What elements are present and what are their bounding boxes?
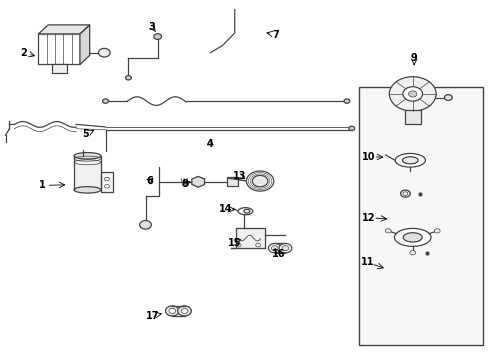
Circle shape (282, 246, 288, 251)
Polygon shape (191, 176, 204, 187)
Circle shape (388, 77, 435, 111)
Text: 11: 11 (360, 257, 373, 267)
Ellipse shape (74, 186, 101, 193)
Circle shape (177, 306, 191, 316)
Circle shape (165, 306, 179, 316)
Bar (358, 87, 483, 345)
Text: 10: 10 (361, 152, 375, 162)
Circle shape (407, 91, 416, 97)
Circle shape (343, 99, 349, 103)
Bar (404, 110, 420, 124)
Circle shape (271, 246, 278, 251)
Circle shape (168, 309, 175, 314)
Bar (227, 177, 238, 186)
Text: 13: 13 (232, 171, 246, 181)
Polygon shape (39, 25, 89, 34)
Bar (101, 172, 113, 192)
Ellipse shape (74, 153, 101, 159)
Circle shape (125, 76, 131, 80)
Circle shape (98, 48, 110, 57)
Circle shape (400, 190, 409, 197)
Text: 7: 7 (272, 30, 279, 40)
Text: 4: 4 (206, 139, 213, 149)
Circle shape (236, 243, 241, 247)
Ellipse shape (403, 233, 421, 242)
Circle shape (268, 243, 281, 253)
Circle shape (181, 309, 187, 314)
Circle shape (444, 95, 451, 100)
Circle shape (102, 99, 108, 103)
Bar (52, 64, 66, 73)
Circle shape (385, 229, 390, 233)
Text: 2: 2 (20, 48, 27, 58)
Text: 1: 1 (39, 180, 45, 190)
Bar (74, 156, 101, 190)
Text: 12: 12 (361, 213, 375, 222)
Circle shape (433, 229, 439, 233)
Circle shape (279, 243, 291, 253)
Circle shape (104, 177, 109, 181)
Text: 5: 5 (82, 129, 89, 139)
Circle shape (246, 171, 273, 191)
Polygon shape (80, 25, 89, 64)
Text: 15: 15 (227, 238, 241, 248)
Ellipse shape (238, 208, 252, 215)
Text: 3: 3 (148, 22, 155, 32)
Circle shape (409, 251, 415, 255)
Text: 9: 9 (410, 53, 417, 63)
Text: 6: 6 (146, 176, 152, 186)
Bar (39, 34, 80, 64)
Circle shape (255, 243, 260, 247)
Circle shape (154, 34, 161, 40)
Text: 14: 14 (219, 204, 232, 214)
Circle shape (104, 184, 109, 188)
Ellipse shape (394, 228, 430, 246)
Circle shape (252, 175, 267, 187)
Text: 8: 8 (181, 179, 188, 189)
Ellipse shape (394, 153, 425, 167)
Ellipse shape (244, 209, 249, 213)
Ellipse shape (402, 157, 417, 164)
Polygon shape (231, 228, 265, 248)
Text: 17: 17 (146, 311, 159, 320)
Circle shape (402, 87, 422, 101)
Circle shape (140, 221, 151, 229)
Circle shape (348, 126, 354, 131)
Circle shape (402, 192, 407, 195)
Text: 16: 16 (271, 248, 285, 258)
